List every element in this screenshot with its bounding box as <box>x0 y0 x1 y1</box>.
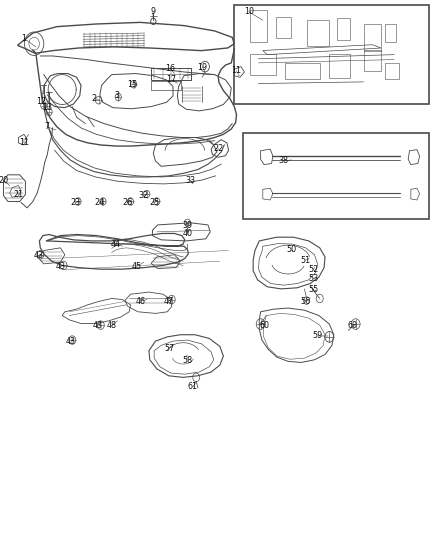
Text: 40: 40 <box>183 229 192 238</box>
Text: 60: 60 <box>260 321 270 329</box>
Text: 43: 43 <box>66 337 76 345</box>
Text: 60: 60 <box>348 321 357 329</box>
Text: 43: 43 <box>34 252 43 260</box>
Text: 33: 33 <box>186 176 195 184</box>
Text: 16: 16 <box>165 64 175 72</box>
Text: 13: 13 <box>42 103 52 112</box>
Text: 19: 19 <box>197 63 208 71</box>
Text: 32: 32 <box>138 191 149 199</box>
Bar <box>243 133 429 219</box>
Bar <box>151 68 191 80</box>
Text: 43: 43 <box>56 262 65 271</box>
Text: 48: 48 <box>107 321 117 329</box>
Text: 61: 61 <box>188 383 198 391</box>
Text: 39: 39 <box>182 221 193 230</box>
Text: 56: 56 <box>300 297 311 306</box>
Text: 57: 57 <box>165 344 175 352</box>
Text: 12: 12 <box>36 97 47 106</box>
Text: 26: 26 <box>122 198 132 207</box>
Text: 24: 24 <box>95 198 105 207</box>
Text: 59: 59 <box>312 332 323 340</box>
Text: 43: 43 <box>92 321 102 329</box>
Text: 38: 38 <box>279 157 289 165</box>
Bar <box>234 5 429 104</box>
Text: 52: 52 <box>308 265 318 274</box>
Text: 1: 1 <box>21 34 27 43</box>
Text: 10: 10 <box>244 7 254 16</box>
Text: 17: 17 <box>166 76 177 84</box>
Text: 53: 53 <box>308 274 318 283</box>
Text: 51: 51 <box>300 256 311 264</box>
Text: 11: 11 <box>232 67 241 75</box>
Text: 46: 46 <box>136 297 146 305</box>
Text: 20: 20 <box>0 176 9 184</box>
Text: 21: 21 <box>13 190 24 199</box>
Text: 11: 11 <box>19 139 29 147</box>
Text: 44: 44 <box>111 240 121 248</box>
Text: 47: 47 <box>163 297 174 305</box>
Text: 22: 22 <box>213 144 223 152</box>
Text: 23: 23 <box>70 198 81 207</box>
Text: 15: 15 <box>127 80 138 88</box>
Text: 58: 58 <box>182 356 193 365</box>
Text: 7: 7 <box>45 123 50 131</box>
Text: 9: 9 <box>151 7 156 16</box>
Bar <box>151 81 181 90</box>
Text: 2: 2 <box>92 94 97 102</box>
Text: 25: 25 <box>149 198 159 207</box>
Text: 50: 50 <box>286 245 297 254</box>
Text: 55: 55 <box>308 285 318 294</box>
Text: 45: 45 <box>131 262 142 271</box>
Text: 3: 3 <box>115 92 120 100</box>
